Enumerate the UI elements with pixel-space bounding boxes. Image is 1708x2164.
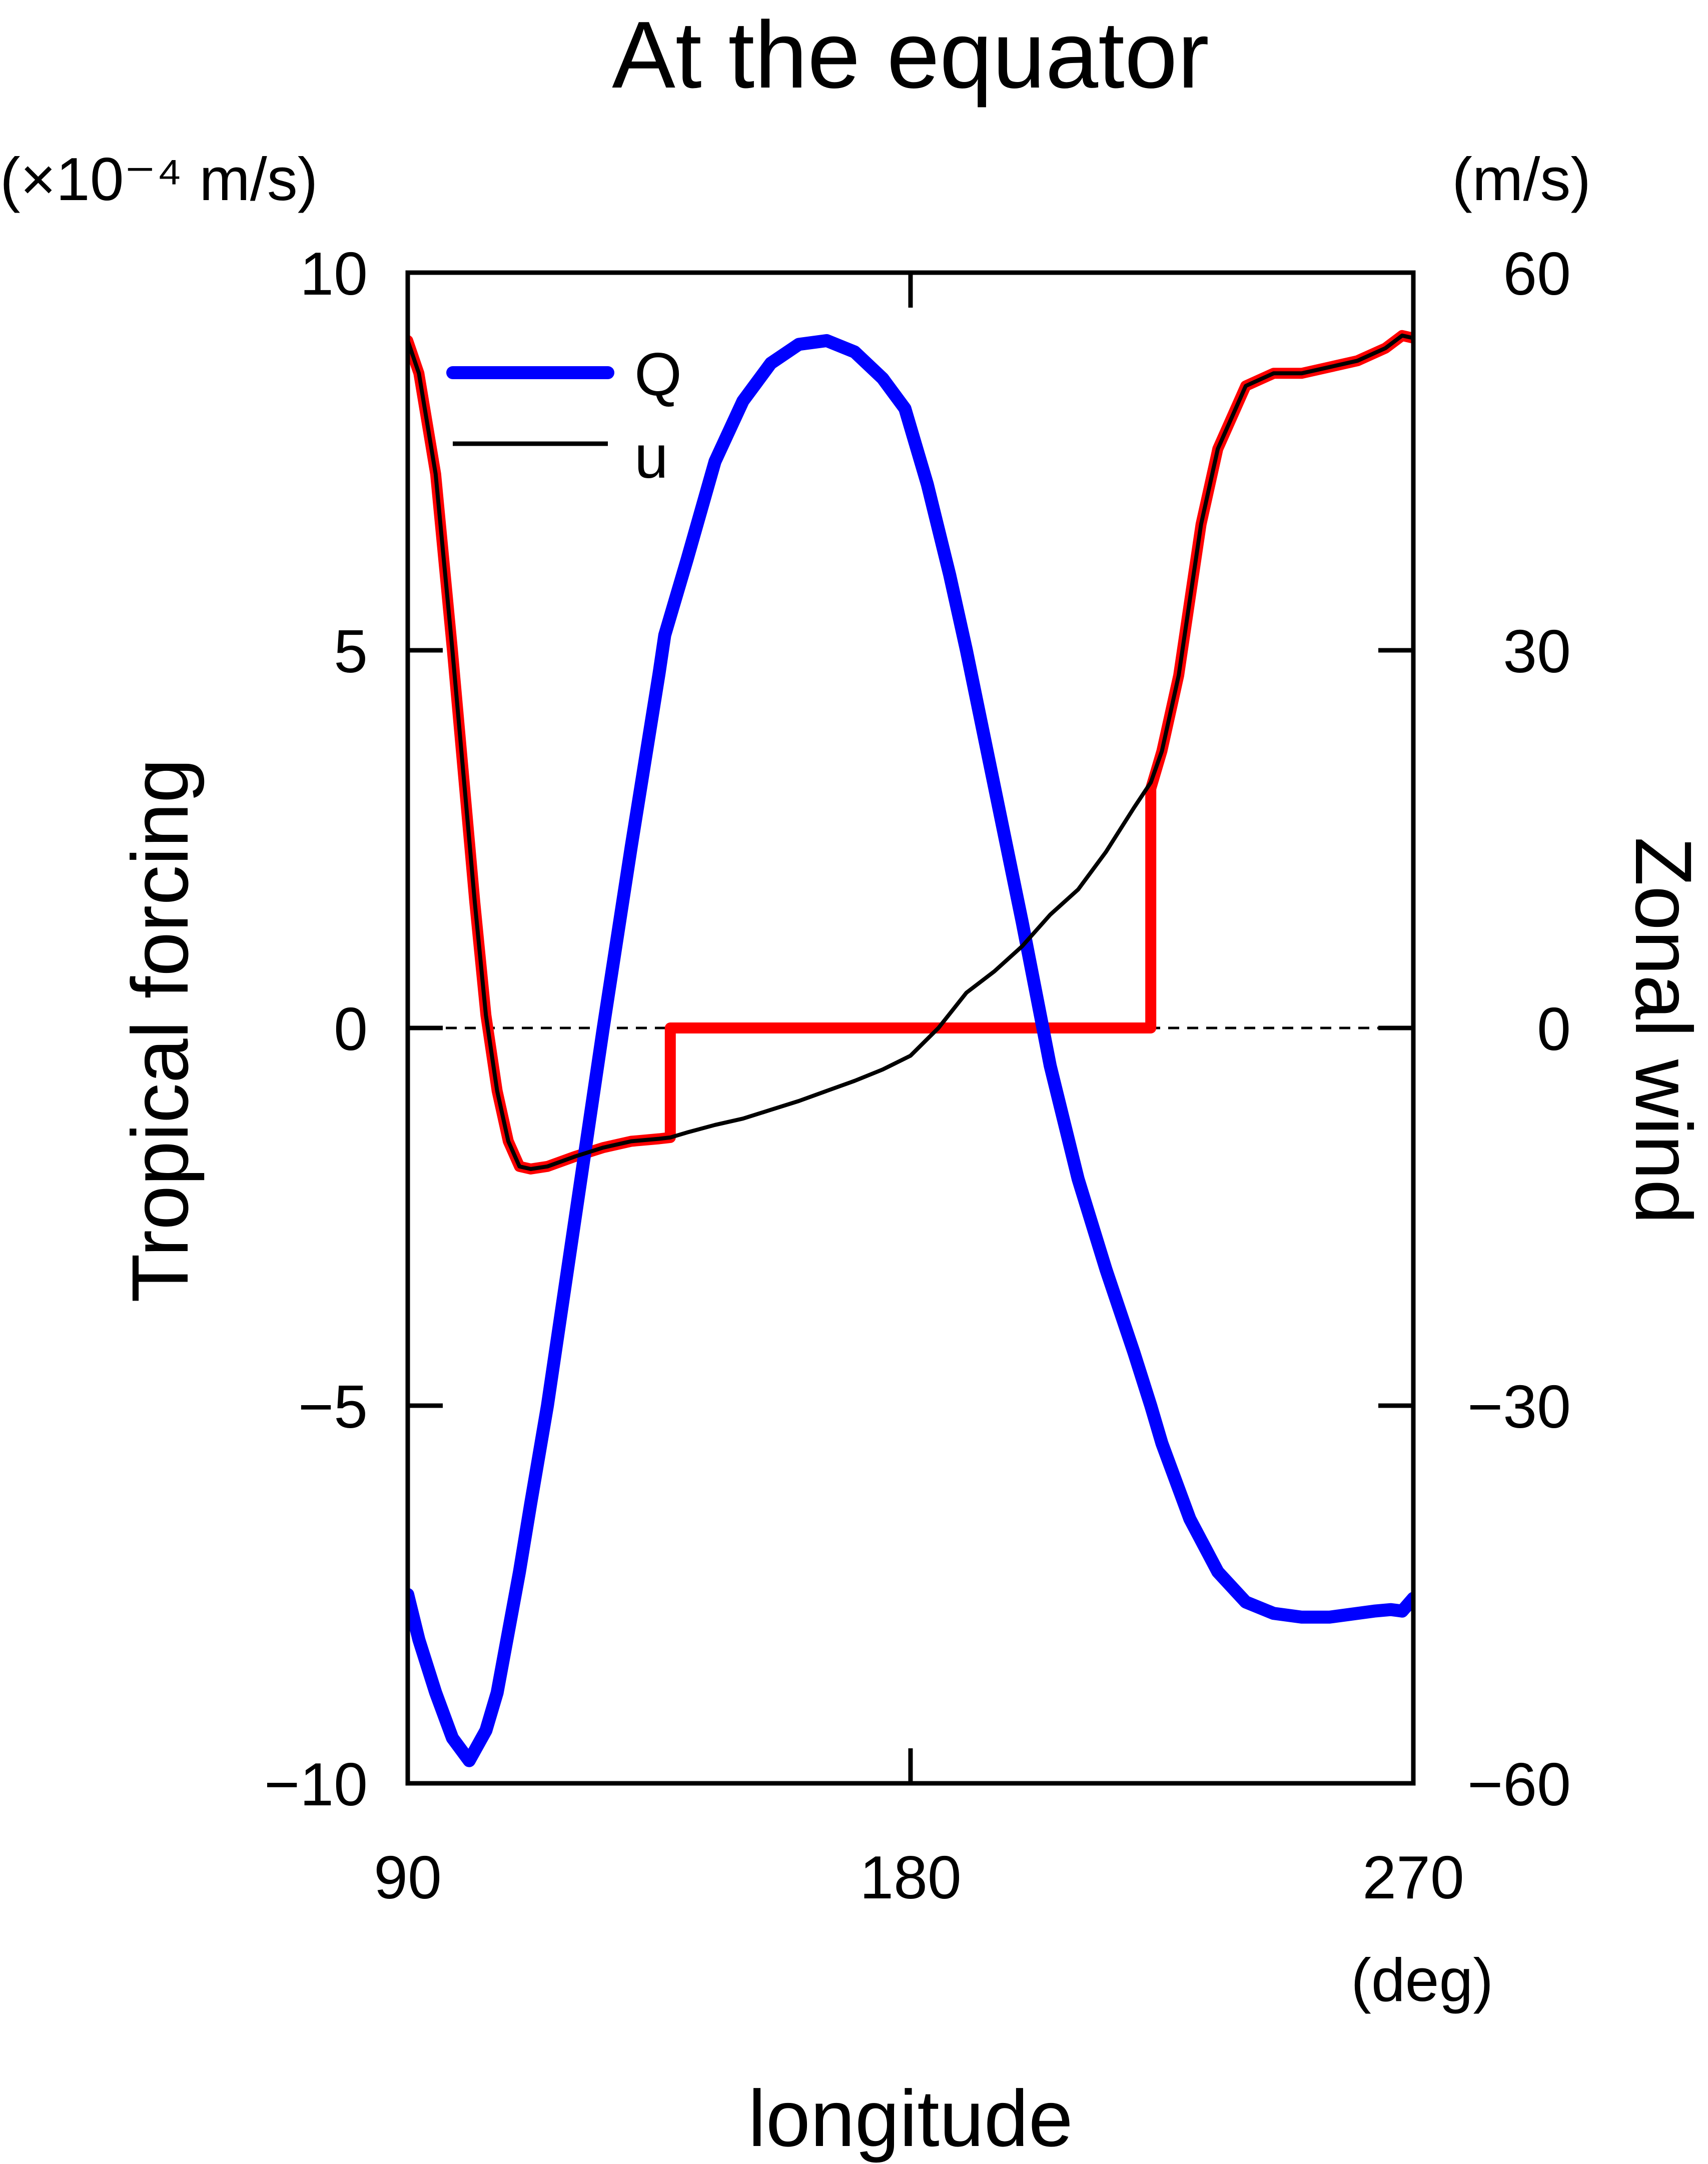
y-right-tick-label: −60 [1467, 1750, 1571, 1818]
series-u-line [408, 333, 1413, 1171]
y-left-tick-label: 5 [334, 617, 368, 685]
legend-label-u: u [634, 423, 668, 491]
series-highlight-line [408, 330, 1413, 1175]
y-left-tick-label: 0 [334, 995, 368, 1063]
y-axis-label-left: Tropical forcing [115, 758, 205, 1303]
ticks-layer: 90 180 270 −10 −5 0 5 10 −60 −30 0 30 60 [264, 240, 1571, 1911]
x-axis-label: longitude [748, 2073, 1073, 2163]
y-right-tick-label: 0 [1537, 995, 1571, 1063]
y-left-tick-label: 10 [300, 240, 368, 308]
legend: Q u [446, 340, 682, 491]
y-right-tick-label: −30 [1467, 1373, 1571, 1441]
legend-label-q: Q [634, 340, 682, 408]
x-axis-unit: (deg) [1351, 1946, 1493, 2014]
y-right-tick-label: 60 [1503, 240, 1571, 308]
x-tick-label: 90 [374, 1843, 442, 1911]
right-axis-unit: (m/s) [1452, 145, 1591, 213]
chart-title: At the equator [612, 2, 1209, 108]
x-tick-label: 180 [860, 1843, 962, 1911]
series-q-line [408, 334, 1413, 1767]
y-left-tick-label: −5 [298, 1373, 368, 1441]
y-axis-label-right: Zonal wind [1619, 837, 1708, 1224]
y-left-tick-label: −10 [264, 1750, 368, 1818]
y-right-tick-label: 30 [1503, 617, 1571, 685]
x-tick-label: 270 [1362, 1843, 1464, 1911]
left-axis-unit: (×10⁻⁴ m/s) [0, 145, 318, 213]
series-layer [408, 330, 1413, 1767]
